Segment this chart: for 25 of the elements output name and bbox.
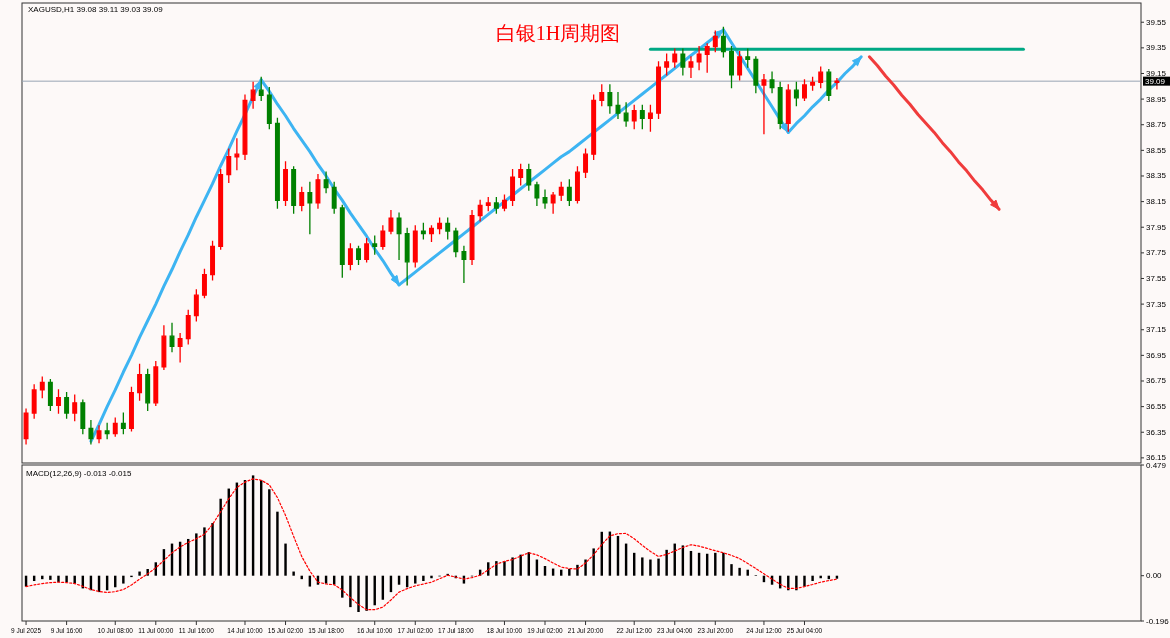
text: 白银1H周期图 [495, 22, 621, 44]
ref-line-label: 39.09 [1145, 76, 1166, 86]
y-tick-label: 37.15 [1146, 325, 1167, 335]
y-tick-label: 38.35 [1146, 171, 1167, 181]
y-tick-label: 36.15 [1146, 453, 1167, 463]
y-tick-label: 36.35 [1146, 427, 1167, 437]
y-tick-label: 0.479 [1146, 460, 1167, 470]
y-tick-label: 38.15 [1146, 197, 1167, 207]
annotation: XAGUSD,H1 39.08 39.11 39.03 39.09 [28, 5, 164, 14]
y-tick-label: 38.95 [1146, 94, 1167, 104]
y-tick-label: -0.196 [1146, 616, 1170, 626]
y-tick-label: 37.35 [1146, 299, 1167, 309]
y-tick-label: 36.55 [1146, 402, 1167, 412]
y-tick-label: 37.75 [1146, 248, 1167, 258]
y-tick-label: 38.75 [1146, 120, 1167, 130]
y-tick-label: 37.95 [1146, 222, 1167, 232]
y-tick-label: 36.75 [1146, 376, 1167, 386]
text: MACD(12,26,9) -0.013 -0.015 [26, 469, 132, 478]
y-tick-label: 38.55 [1146, 145, 1167, 155]
y-tick-label: 39.35 [1146, 43, 1167, 53]
y-tick-label: 37.55 [1146, 273, 1167, 283]
y-tick-label: 36.95 [1146, 350, 1167, 360]
y-tick-label: 0.00 [1146, 571, 1163, 581]
y-tick-label: 39.55 [1146, 17, 1167, 27]
y-tick-label: 39.15 [1146, 68, 1167, 78]
